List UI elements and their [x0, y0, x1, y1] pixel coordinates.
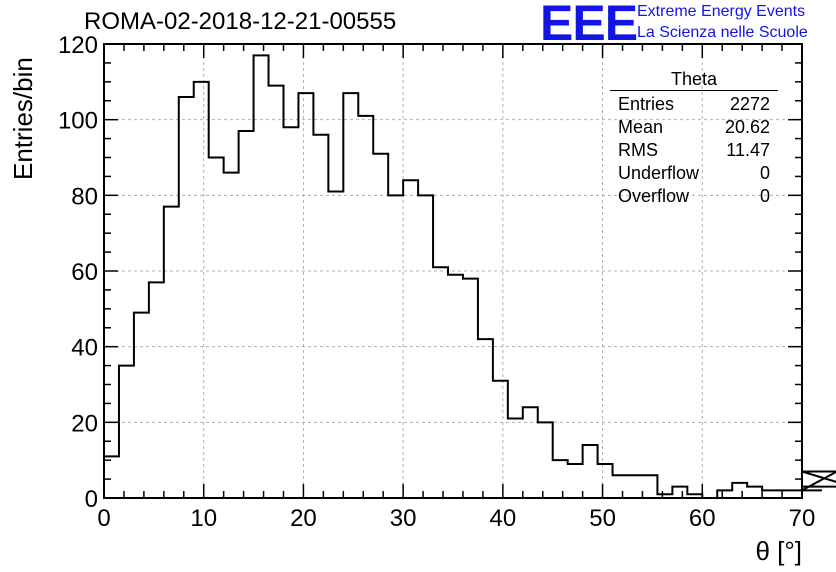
stats-row-mean: Mean 20.62 — [610, 116, 778, 139]
tick-marks — [103, 43, 803, 499]
histogram-bin — [298, 93, 313, 498]
histogram-bin — [672, 487, 687, 498]
histogram-bin — [433, 267, 448, 498]
histogram-bin — [343, 93, 358, 498]
histogram-bin — [224, 173, 239, 498]
histogram-bin — [508, 419, 523, 498]
histogram-bin — [403, 180, 418, 498]
y-tick-label: 120 — [58, 32, 98, 59]
x-tick-label: 30 — [390, 505, 417, 532]
stats-label: Entries — [618, 94, 675, 114]
histogram-bin — [583, 445, 598, 498]
tick-labels: 0 10 20 30 40 50 60 70 0 20 40 60 80 100 120 — [58, 32, 815, 532]
stats-divider — [610, 90, 778, 91]
histogram-bin — [613, 475, 628, 498]
y-tick-label: 60 — [71, 259, 98, 286]
histogram-bin — [493, 381, 508, 498]
chart-title: ROMA-02-2018-12-21-00555 — [84, 8, 397, 35]
histogram-bin — [717, 490, 732, 498]
stats-row-rms: RMS 11.47 — [610, 139, 778, 162]
histogram-bin — [642, 475, 657, 498]
histogram-series — [103, 54, 836, 499]
histogram-bin — [104, 456, 119, 498]
y-tick-label: 0 — [85, 486, 98, 513]
histogram-bin — [179, 97, 194, 498]
x-tick-label: 50 — [589, 505, 616, 532]
stats-value: 2272 — [729, 94, 770, 114]
histogram-bin — [628, 475, 643, 498]
stats-row-entries: Entries 2272 — [610, 93, 778, 116]
histogram-bin — [747, 487, 762, 498]
histogram-bin — [777, 490, 792, 498]
histogram-bin — [254, 55, 269, 498]
stats-label: Mean — [618, 117, 664, 137]
histogram-bin — [523, 407, 538, 498]
histogram-bin — [762, 490, 777, 498]
histogram-bin — [373, 154, 388, 498]
histogram-bin — [283, 127, 298, 498]
stats-value: 0 — [759, 163, 770, 183]
histogram-bin — [134, 313, 149, 498]
eee-logo: EEE — [540, 0, 638, 51]
stats-value: 0 — [759, 186, 770, 206]
histogram-bin — [313, 135, 328, 498]
stats-value: 11.47 — [726, 140, 770, 160]
histogram-bin — [119, 366, 134, 498]
stats-label: Underflow — [618, 163, 700, 183]
histogram-bin — [358, 116, 373, 498]
histogram-bin — [209, 158, 224, 499]
histogram-bin — [239, 131, 254, 498]
histogram-bin — [792, 490, 802, 498]
histogram-bin — [732, 483, 747, 498]
histogram-outline — [103, 54, 836, 499]
histogram-bin — [553, 460, 568, 498]
stats-label: RMS — [618, 140, 658, 160]
histogram-bin — [463, 279, 478, 498]
stats-title: Theta — [670, 69, 718, 89]
histogram-bin — [568, 464, 583, 498]
x-tick-label: 70 — [789, 505, 816, 532]
histogram-bin — [164, 207, 179, 498]
histogram-bin — [478, 339, 493, 498]
histogram-bin — [448, 275, 463, 498]
x-tick-label: 20 — [290, 505, 317, 532]
logo-subtitle-line2: La Scienza nelle Scuole — [637, 24, 808, 41]
stats-label: Overflow — [618, 186, 690, 206]
y-axis-label: Entries/bin — [8, 57, 38, 180]
stats-box: Theta Entries 2272 Mean 20.62 RMS 11.47 … — [610, 68, 778, 208]
histogram-bin — [194, 82, 209, 498]
histogram-bin — [269, 86, 284, 498]
grid-lines — [104, 44, 802, 498]
y-tick-label: 80 — [71, 183, 98, 210]
x-tick-label: 10 — [190, 505, 217, 532]
y-tick-label: 40 — [71, 335, 98, 362]
logo-subtitle-line1: Extreme Energy Events — [637, 3, 806, 20]
histogram-bin — [538, 422, 553, 498]
x-axis-label: θ [°] — [755, 536, 802, 566]
histogram-bin — [598, 464, 613, 498]
x-tick-label: 40 — [490, 505, 517, 532]
x-tick-label: 60 — [689, 505, 716, 532]
y-tick-label: 100 — [58, 108, 98, 135]
y-tick-label: 20 — [71, 410, 98, 437]
stats-row-overflow: Overflow 0 — [610, 185, 778, 208]
histogram-bin — [328, 192, 343, 498]
stats-row-underflow: Underflow 0 — [610, 162, 778, 185]
histogram-bin — [149, 282, 164, 498]
x-tick-label: 0 — [97, 505, 110, 532]
stats-value: 20.62 — [724, 117, 770, 137]
